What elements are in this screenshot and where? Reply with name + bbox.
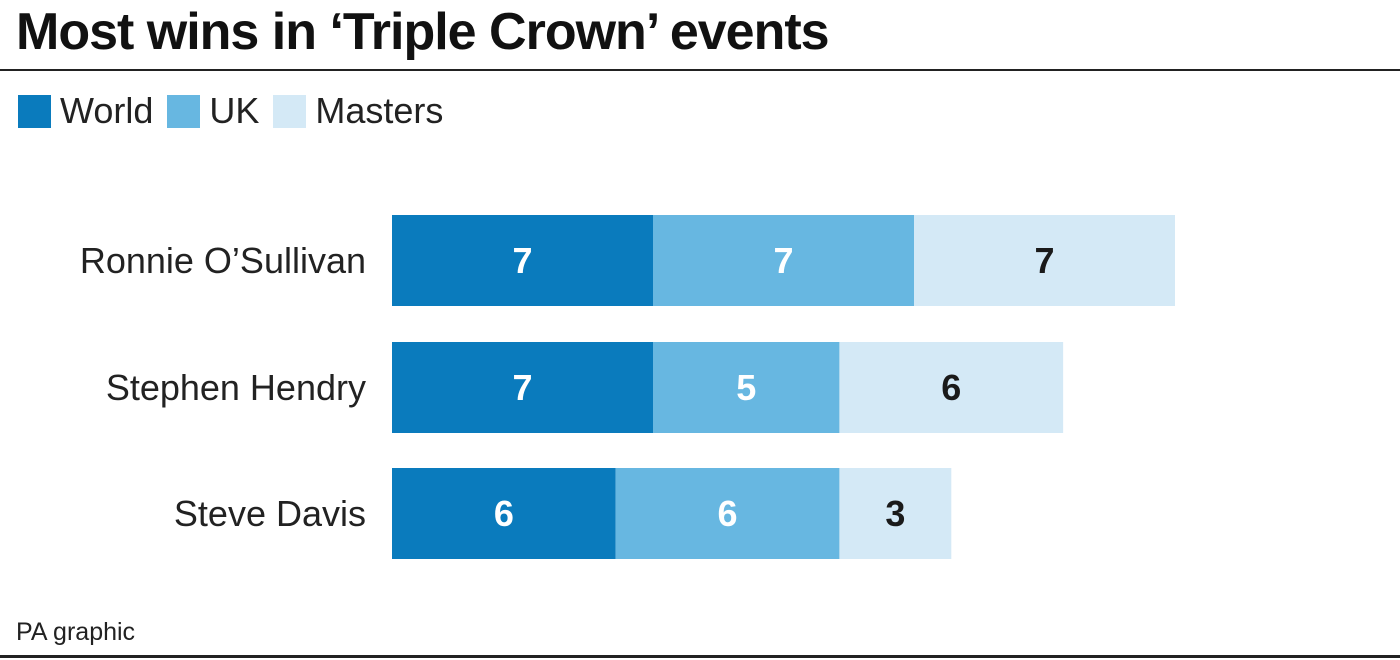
legend-swatch-world [18, 94, 51, 128]
value-label-stephen-hendry-uk: 5 [736, 367, 756, 408]
legend-item-world: World [18, 90, 153, 132]
legend: World UK Masters [18, 90, 457, 132]
legend-item-masters: Masters [273, 90, 443, 132]
bar-stephen-hendry-masters [839, 342, 1064, 433]
category-label-ronnie-o-sullivan: Ronnie O’Sullivan [80, 240, 366, 281]
bar-ronnie-o-sullivan-world [392, 215, 653, 306]
value-label-stephen-hendry-world: 7 [512, 367, 532, 408]
bar-ronnie-o-sullivan-masters [914, 215, 1175, 306]
bar-steve-davis-masters [839, 468, 952, 559]
category-label-stephen-hendry: Stephen Hendry [106, 367, 366, 408]
legend-label-uk: UK [209, 90, 260, 131]
value-label-steve-davis-uk: 6 [718, 493, 738, 534]
legend-label-world: World [60, 90, 154, 131]
value-label-steve-davis-masters: 3 [885, 493, 905, 534]
bar-ronnie-o-sullivan-uk [653, 215, 914, 306]
legend-swatch-uk [167, 94, 201, 128]
legend-swatch-masters [273, 94, 307, 128]
legend-item-uk: UK [167, 90, 259, 132]
category-label-steve-davis: Steve Davis [174, 493, 366, 534]
top-divider [0, 69, 1400, 71]
value-label-stephen-hendry-masters: 6 [941, 367, 961, 408]
value-label-ronnie-o-sullivan-world: 7 [512, 240, 532, 281]
legend-label-masters: Masters [315, 90, 444, 131]
bottom-divider [0, 655, 1400, 658]
bar-stephen-hendry-world [392, 342, 653, 433]
bar-steve-davis-world [392, 468, 616, 559]
chart-title: Most wins in ‘Triple Crown’ events [16, 3, 830, 61]
value-label-ronnie-o-sullivan-uk: 7 [773, 240, 793, 281]
value-label-ronnie-o-sullivan-masters: 7 [1034, 240, 1054, 281]
bar-stephen-hendry-uk [653, 342, 840, 433]
bar-steve-davis-uk [615, 468, 840, 559]
source-credit: PA graphic [16, 618, 136, 646]
value-label-steve-davis-world: 6 [494, 493, 514, 534]
